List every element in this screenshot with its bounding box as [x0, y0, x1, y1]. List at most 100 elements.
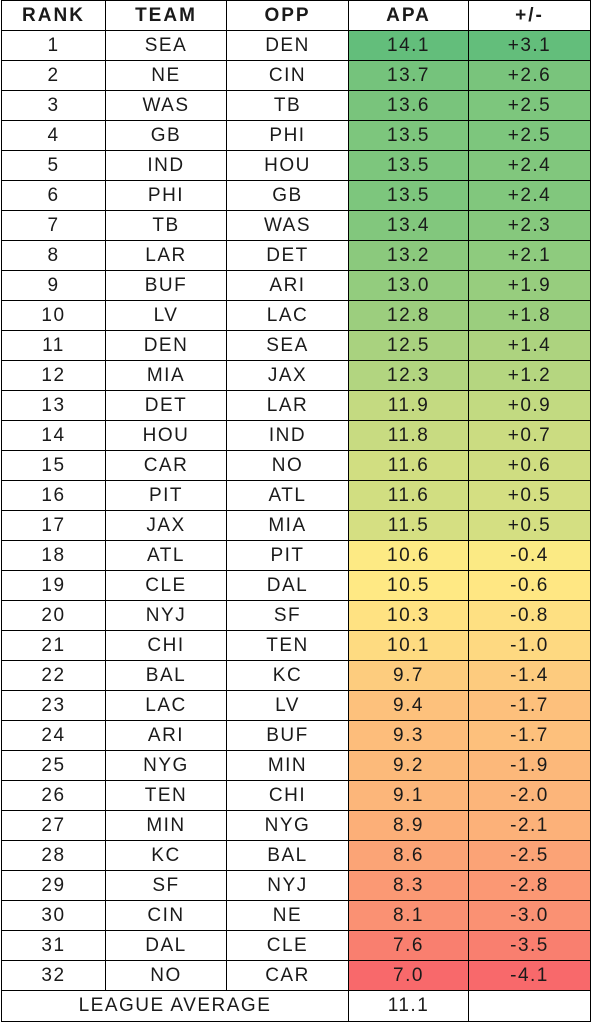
rank-cell: 7: [1, 210, 106, 241]
league-average-value: 11.1: [348, 990, 469, 1022]
plus-minus-cell: +2.4: [468, 180, 591, 211]
apa-cell: 12.5: [348, 330, 469, 361]
plus-minus-cell: -2.1: [468, 810, 591, 841]
team-cell: KC: [105, 840, 227, 871]
apa-cell: 13.5: [348, 150, 469, 181]
apa-cell: 10.3: [348, 600, 469, 631]
opp-cell: TB: [226, 90, 349, 121]
apa-cell: 10.6: [348, 540, 469, 571]
plus-minus-cell: +0.6: [468, 450, 591, 481]
table-row: 4 GB PHI 13.5 +2.5: [1, 120, 591, 151]
plus-minus-cell: -1.9: [468, 750, 591, 781]
apa-cell: 8.1: [348, 900, 469, 931]
team-cell: SEA: [105, 30, 227, 61]
plus-minus-cell: +2.5: [468, 120, 591, 151]
rank-cell: 11: [1, 330, 106, 361]
apa-cell: 8.9: [348, 810, 469, 841]
rank-cell: 26: [1, 780, 106, 811]
plus-minus-cell: -3.0: [468, 900, 591, 931]
plus-minus-cell: -3.5: [468, 930, 591, 961]
rank-cell: 23: [1, 690, 106, 721]
plus-minus-cell: +1.9: [468, 270, 591, 301]
apa-cell: 13.6: [348, 90, 469, 121]
table-row: 14 HOU IND 11.8 +0.7: [1, 420, 591, 451]
rank-cell: 31: [1, 930, 106, 961]
rank-cell: 29: [1, 870, 106, 901]
table-row: 3 WAS TB 13.6 +2.5: [1, 90, 591, 121]
apa-cell: 11.5: [348, 510, 469, 541]
header-team: TEAM: [105, 0, 227, 31]
opp-cell: MIN: [226, 750, 349, 781]
rank-cell: 9: [1, 270, 106, 301]
rank-cell: 19: [1, 570, 106, 601]
table-row: 12 MIA JAX 12.3 +1.2: [1, 360, 591, 391]
apa-cell: 11.8: [348, 420, 469, 451]
team-cell: TEN: [105, 780, 227, 811]
table-row: 23 LAC LV 9.4 -1.7: [1, 690, 591, 721]
opp-cell: GB: [226, 180, 349, 211]
rank-cell: 5: [1, 150, 106, 181]
team-cell: NE: [105, 60, 227, 91]
league-average-blank-cell: [468, 990, 591, 1022]
team-cell: HOU: [105, 420, 227, 451]
rank-cell: 27: [1, 810, 106, 841]
opp-cell: BUF: [226, 720, 349, 751]
rank-cell: 3: [1, 90, 106, 121]
team-cell: PHI: [105, 180, 227, 211]
table-row: 29 SF NYJ 8.3 -2.8: [1, 870, 591, 901]
opp-cell: CLE: [226, 930, 349, 961]
table-row: 30 CIN NE 8.1 -3.0: [1, 900, 591, 931]
team-cell: BAL: [105, 660, 227, 691]
table-row: 28 KC BAL 8.6 -2.5: [1, 840, 591, 871]
plus-minus-cell: -4.1: [468, 960, 591, 991]
team-cell: DET: [105, 390, 227, 421]
header-plus-minus: +/-: [468, 0, 591, 31]
table-row: 9 BUF ARI 13.0 +1.9: [1, 270, 591, 301]
table-body: 1 SEA DEN 14.1 +3.1 2 NE CIN 13.7 +2.6 3 WAS TB 13.6 +…: [1, 30, 591, 991]
opp-cell: JAX: [226, 360, 349, 391]
team-cell: CHI: [105, 630, 227, 661]
table-row: 25 NYG MIN 9.2 -1.9: [1, 750, 591, 781]
rank-cell: 25: [1, 750, 106, 781]
header-rank: RANK: [1, 0, 106, 31]
table-row: 7 TB WAS 13.4 +2.3: [1, 210, 591, 241]
rank-cell: 20: [1, 600, 106, 631]
opp-cell: DAL: [226, 570, 349, 601]
apa-cell: 13.5: [348, 120, 469, 151]
opp-cell: KC: [226, 660, 349, 691]
plus-minus-cell: -1.7: [468, 690, 591, 721]
table-row: 31 DAL CLE 7.6 -3.5: [1, 930, 591, 961]
team-cell: DAL: [105, 930, 227, 961]
team-cell: NYG: [105, 750, 227, 781]
rank-cell: 24: [1, 720, 106, 751]
rank-cell: 10: [1, 300, 106, 331]
apa-cell: 13.2: [348, 240, 469, 271]
apa-cell: 9.4: [348, 690, 469, 721]
plus-minus-cell: +2.4: [468, 150, 591, 181]
opp-cell: CHI: [226, 780, 349, 811]
apa-cell: 8.6: [348, 840, 469, 871]
team-cell: IND: [105, 150, 227, 181]
team-cell: LAC: [105, 690, 227, 721]
table-row: 13 DET LAR 11.9 +0.9: [1, 390, 591, 421]
team-cell: NO: [105, 960, 227, 991]
plus-minus-cell: -0.4: [468, 540, 591, 571]
plus-minus-cell: +0.5: [468, 510, 591, 541]
team-cell: CIN: [105, 900, 227, 931]
opp-cell: LV: [226, 690, 349, 721]
table-row: 2 NE CIN 13.7 +2.6: [1, 60, 591, 91]
league-average-label: LEAGUE AVERAGE: [1, 990, 349, 1022]
team-cell: CLE: [105, 570, 227, 601]
league-average-row: LEAGUE AVERAGE 11.1: [1, 990, 591, 1022]
rank-cell: 1: [1, 30, 106, 61]
table-row: 5 IND HOU 13.5 +2.4: [1, 150, 591, 181]
apa-cell: 9.1: [348, 780, 469, 811]
table-row: 18 ATL PIT 10.6 -0.4: [1, 540, 591, 571]
rank-cell: 32: [1, 960, 106, 991]
opp-cell: DEN: [226, 30, 349, 61]
apa-cell: 9.2: [348, 750, 469, 781]
opp-cell: ARI: [226, 270, 349, 301]
team-cell: ARI: [105, 720, 227, 751]
plus-minus-cell: -2.8: [468, 870, 591, 901]
